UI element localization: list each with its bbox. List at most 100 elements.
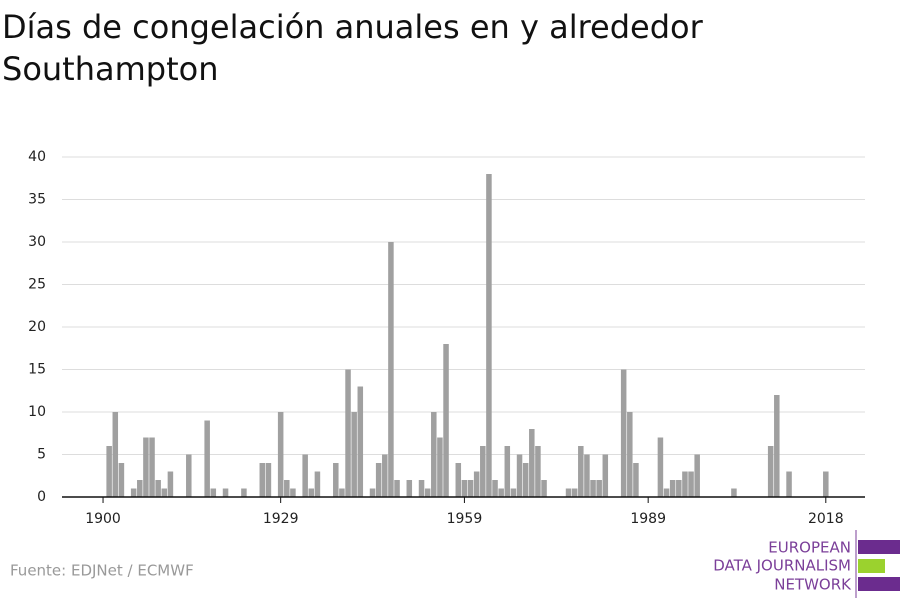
bar (437, 437, 443, 497)
logo-bar (858, 577, 900, 591)
bar (314, 471, 321, 497)
bar (498, 488, 504, 497)
y-tick-label: 15 (28, 362, 46, 378)
x-tick-label: 1929 (263, 511, 299, 527)
bar (455, 463, 462, 497)
bar (424, 488, 431, 497)
source: Fuente: EDJNet / ECMWF (10, 562, 194, 580)
bar (535, 446, 541, 497)
bar (467, 480, 474, 497)
y-tick-label: 35 (28, 192, 46, 208)
bar (302, 454, 308, 497)
x-tick-label: 1900 (85, 511, 121, 527)
y-tick-label: 40 (28, 149, 46, 165)
bar (480, 446, 486, 497)
bar (529, 429, 535, 497)
bar (657, 437, 664, 497)
bar (265, 463, 272, 497)
bar (161, 488, 168, 497)
logo-text: DATA JOURNALISM (713, 557, 851, 575)
bar (584, 454, 590, 497)
x-tick-label: 1959 (447, 511, 483, 527)
bar (620, 369, 627, 497)
logo-text: EUROPEAN (768, 539, 851, 557)
bar (522, 463, 529, 497)
bar (308, 488, 315, 497)
bar (351, 412, 357, 497)
logo-text: NETWORK (774, 576, 852, 594)
bar (694, 454, 700, 497)
bar (118, 463, 125, 497)
bar (155, 480, 161, 497)
bar (143, 437, 149, 497)
x-tick-label: 1989 (630, 511, 666, 527)
logo-bar (858, 540, 900, 554)
bar (137, 480, 143, 497)
bar (222, 488, 229, 497)
bar (284, 480, 290, 497)
bar (633, 463, 639, 497)
bar (774, 395, 780, 497)
bar (565, 488, 572, 497)
bar (382, 454, 388, 497)
bar (492, 480, 498, 497)
bar (473, 471, 480, 497)
bar (394, 480, 400, 497)
bar (602, 454, 609, 497)
bar (431, 412, 437, 497)
bar (186, 454, 192, 497)
bar (210, 488, 217, 497)
y-tick-label: 10 (28, 404, 46, 420)
bar (516, 454, 523, 497)
bar (663, 488, 670, 497)
x-tick-label: 2018 (808, 511, 844, 527)
bar (418, 480, 425, 497)
bar (277, 412, 284, 497)
bar (688, 471, 694, 497)
bar (504, 446, 511, 497)
y-tick-label: 25 (28, 277, 46, 293)
bar (149, 437, 155, 497)
bar (571, 488, 578, 497)
bar (290, 488, 296, 497)
bar (443, 344, 449, 497)
bar (106, 446, 112, 497)
bar (167, 471, 174, 497)
bar (259, 463, 266, 497)
bar (339, 488, 345, 497)
bar (369, 488, 376, 497)
bar (596, 480, 602, 497)
bar (578, 446, 584, 497)
bar (590, 480, 596, 497)
bar (345, 369, 351, 497)
bar (767, 446, 774, 497)
chart-title: Días de congelación anuales en y alreded… (2, 8, 703, 88)
bar (682, 471, 688, 497)
bar (676, 480, 682, 497)
bar (786, 471, 792, 497)
bar (627, 412, 633, 497)
bar (333, 463, 339, 497)
bar (486, 174, 492, 497)
bar (130, 488, 137, 497)
logo-bar (858, 559, 885, 573)
y-tick-label: 20 (28, 319, 46, 335)
bar (461, 480, 468, 497)
y-tick-label: 0 (37, 489, 46, 505)
y-tick-label: 30 (28, 234, 46, 250)
bar (669, 480, 676, 497)
bar (406, 480, 413, 497)
bar (241, 488, 247, 497)
bar (731, 488, 737, 497)
bar (823, 471, 829, 497)
bar (112, 412, 119, 497)
y-tick-label: 5 (37, 447, 46, 463)
bar (204, 420, 210, 497)
bar (357, 386, 364, 497)
bar (510, 488, 517, 497)
bar (541, 480, 547, 497)
bar (388, 242, 394, 497)
bar (375, 463, 382, 497)
